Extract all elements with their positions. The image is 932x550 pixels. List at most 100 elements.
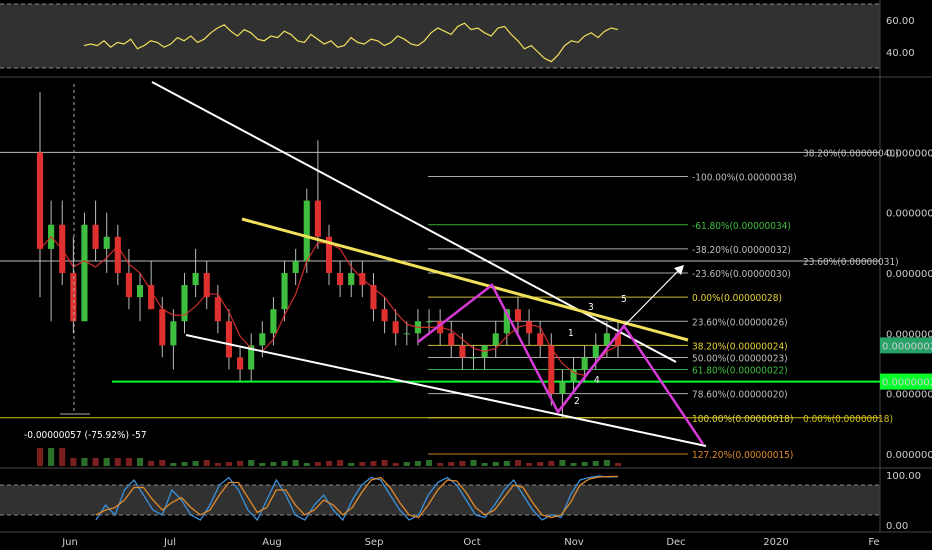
volume-bar bbox=[325, 461, 333, 466]
fib-level-label: -61.80%(0.00000034) bbox=[692, 221, 791, 232]
wave-label: 5 bbox=[621, 294, 627, 305]
volume-bar bbox=[359, 462, 366, 466]
volume-bar bbox=[492, 462, 499, 466]
projection-arrow-head bbox=[674, 265, 684, 275]
stoch-k-line bbox=[95, 475, 619, 522]
volume-bar bbox=[114, 458, 121, 466]
candle-body bbox=[270, 309, 277, 334]
candle-body bbox=[214, 297, 221, 322]
volume-bar bbox=[448, 462, 455, 466]
candle-body bbox=[614, 333, 622, 346]
candle-body bbox=[103, 236, 110, 249]
volume-bar bbox=[59, 448, 66, 466]
volume-bar bbox=[192, 461, 199, 466]
fib-level-label: 23.60%(0.00000026) bbox=[692, 317, 788, 328]
x-tick-label: Jul bbox=[163, 537, 176, 548]
volume-bar bbox=[526, 463, 533, 466]
volume-bar bbox=[36, 448, 44, 466]
volume-bar bbox=[270, 462, 277, 466]
candle-body bbox=[136, 285, 144, 298]
candle-body bbox=[514, 309, 522, 322]
candle-body bbox=[192, 273, 199, 286]
rsi-tick-label: 60.00 bbox=[886, 16, 915, 27]
measure-annotation: -0.00000057 (-75.92%) -57 bbox=[24, 430, 147, 441]
stoch-d-line bbox=[95, 475, 618, 519]
price-tick-label: 0.00000015 bbox=[886, 450, 932, 461]
fib-level-label: -100.00%(0.00000038) bbox=[692, 173, 797, 184]
volume-bar bbox=[148, 461, 155, 466]
volume-bar bbox=[537, 462, 544, 466]
rsi-band bbox=[0, 4, 880, 68]
volume-bar bbox=[459, 461, 466, 466]
fib-level-label: 38.20%(0.00000024) bbox=[692, 341, 788, 352]
volume-bar bbox=[470, 460, 477, 466]
fib-level-label: -38.20%(0.00000032) bbox=[692, 245, 791, 256]
candle-body bbox=[548, 345, 555, 394]
candle-body bbox=[70, 273, 77, 322]
fib-level-label: -23.60%(0.00000030) bbox=[692, 269, 791, 280]
x-tick-label: Aug bbox=[262, 537, 282, 548]
candle-body bbox=[559, 381, 566, 394]
wave-label: 4 bbox=[594, 375, 600, 386]
price-tick-label: 0.00000030 bbox=[886, 269, 932, 280]
x-tick-label: Dec bbox=[666, 537, 685, 548]
candle-body bbox=[337, 273, 344, 286]
x-tick-label: Fe bbox=[868, 537, 879, 548]
candle-body bbox=[592, 345, 599, 358]
candle-body bbox=[248, 345, 255, 370]
volume-bar bbox=[503, 461, 510, 466]
candle-body bbox=[581, 357, 588, 370]
candle-body bbox=[203, 273, 210, 298]
volume-bar bbox=[437, 463, 444, 466]
candle-body bbox=[303, 200, 310, 261]
volume-bar bbox=[203, 460, 210, 466]
price-badge-label: 0.00000024 bbox=[882, 341, 932, 352]
candle-body bbox=[470, 357, 477, 359]
candle-body bbox=[403, 333, 410, 335]
volume-bar bbox=[614, 463, 622, 466]
candle-body bbox=[503, 309, 510, 334]
candle-body bbox=[237, 357, 244, 370]
wedge-lower-trendline bbox=[185, 334, 707, 447]
fib-level-label: 100.00%(0.00000018) bbox=[692, 414, 793, 425]
volume-bar bbox=[159, 460, 166, 466]
fib-level-label: 127.20%(0.00000015) bbox=[692, 450, 793, 461]
candle-body bbox=[225, 321, 233, 358]
volume-bar bbox=[403, 462, 410, 466]
volume-bar bbox=[392, 463, 399, 466]
volume-bar bbox=[548, 461, 555, 466]
volume-bar bbox=[337, 460, 344, 466]
candle-body bbox=[36, 152, 44, 249]
rsi-line bbox=[83, 22, 619, 63]
candle-body bbox=[292, 260, 299, 273]
candle-body bbox=[259, 333, 266, 346]
volume-bar bbox=[514, 460, 522, 466]
yellow-trendline bbox=[241, 217, 689, 342]
candle-body bbox=[425, 321, 433, 323]
level-label: 23.60%(0.00000031) bbox=[803, 257, 899, 268]
volume-bar bbox=[48, 448, 55, 466]
candle-body bbox=[459, 345, 466, 358]
pattern-leg-line bbox=[557, 325, 625, 413]
candle-body bbox=[526, 321, 533, 334]
volume-bar bbox=[70, 458, 77, 466]
fib-level-label: 61.80%(0.00000022) bbox=[692, 366, 788, 377]
volume-bar bbox=[425, 460, 433, 466]
volume-bar bbox=[559, 460, 566, 466]
candle-body bbox=[81, 224, 88, 322]
stoch-tick-label: 0.00 bbox=[886, 521, 908, 532]
x-tick-label: Oct bbox=[463, 537, 480, 548]
price-tick-label: 0.00000035 bbox=[886, 209, 932, 220]
volume-bar bbox=[292, 460, 299, 466]
x-tick-label: Nov bbox=[564, 537, 584, 548]
wave-label: 1 bbox=[568, 328, 574, 339]
fib-level-label: 50.00%(0.00000023) bbox=[692, 353, 788, 364]
x-tick-label: 2020 bbox=[763, 537, 788, 548]
volume-bar bbox=[125, 458, 132, 466]
volume-bar bbox=[603, 460, 610, 466]
wave-label: 2 bbox=[574, 396, 580, 407]
volume-bar bbox=[303, 463, 310, 466]
projection-arrow-line bbox=[623, 267, 682, 327]
volume-bar bbox=[225, 462, 233, 466]
